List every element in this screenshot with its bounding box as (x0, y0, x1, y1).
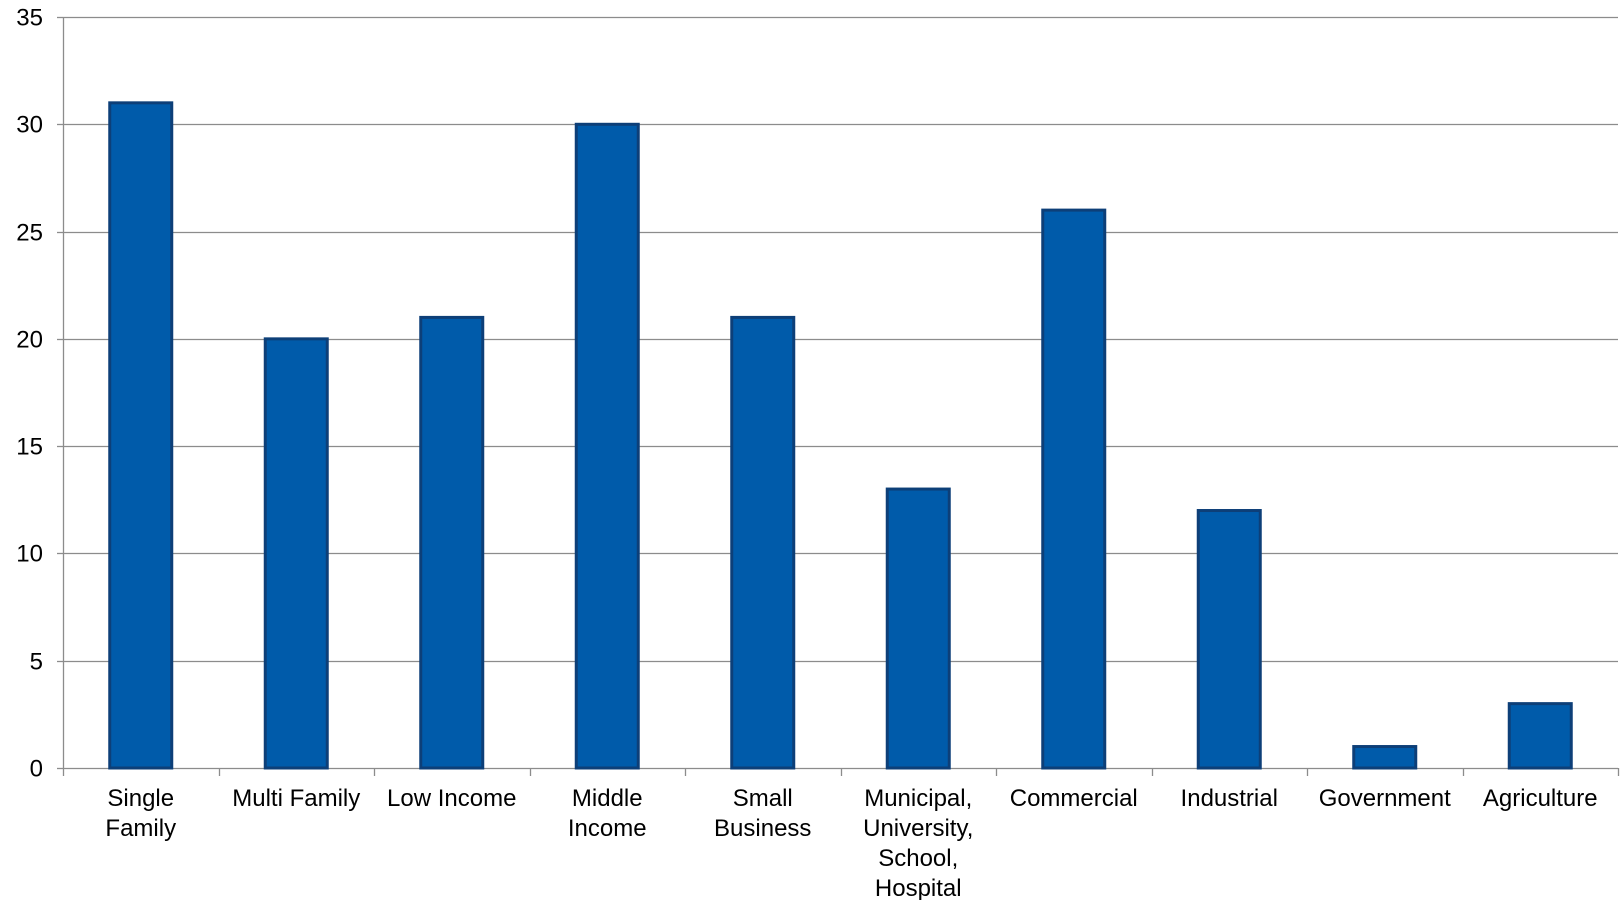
y-tick-label: 25 (16, 220, 43, 247)
category-label-line: Multi Family (232, 785, 360, 812)
y-tick-label: 5 (30, 649, 43, 676)
bar (1196, 509, 1262, 770)
category-label: Low Income (387, 785, 516, 812)
category-label-line: Single (107, 785, 174, 812)
category-label: Middle Income (568, 785, 647, 842)
category-label-line: Commercial (1010, 785, 1138, 812)
bar (1352, 745, 1418, 770)
bar (574, 122, 640, 770)
category-label-line: Middle (572, 785, 643, 812)
y-tick-label: 15 (16, 434, 43, 461)
y-tick-label: 30 (16, 112, 43, 139)
category-label-line: Low Income (387, 785, 516, 812)
bar (1507, 702, 1573, 770)
category-label-line: Hospital (875, 875, 962, 900)
category-label: Single Family (105, 785, 176, 842)
category-label: Government (1319, 785, 1451, 812)
y-tick-label: 10 (16, 541, 43, 568)
bar (108, 101, 174, 770)
bars (108, 101, 1573, 770)
category-label: Small Business (714, 785, 811, 842)
category-label-line: Small (733, 785, 793, 812)
category-label: Municipal, University, School, Hospital (863, 785, 973, 900)
category-label-line: School, (878, 845, 958, 872)
category-label-line: Government (1319, 785, 1451, 812)
bar (730, 315, 796, 770)
category-label: Industrial (1181, 785, 1278, 812)
category-label-line: Industrial (1181, 785, 1278, 812)
category-labels: Single Family Multi Family Low Income Middle… (105, 785, 1597, 900)
y-tick-label: 35 (16, 5, 43, 32)
category-label-line: Income (568, 815, 647, 842)
category-label-line: Family (105, 815, 176, 842)
bar (885, 487, 951, 770)
bar (1041, 208, 1107, 770)
y-tick-label: 20 (16, 327, 43, 354)
category-label-line: Agriculture (1483, 785, 1598, 812)
bar (263, 337, 329, 770)
bar (419, 315, 485, 770)
category-label: Agriculture (1483, 785, 1598, 812)
category-label: Commercial (1010, 785, 1138, 812)
category-label-line: Business (714, 815, 811, 842)
y-tick-labels: 0 5 10 15 20 25 30 35 (16, 5, 43, 783)
category-label-line: Municipal, (864, 785, 972, 812)
category-label-line: University, (863, 815, 973, 842)
y-tick-label: 0 (30, 756, 43, 783)
category-label: Multi Family (232, 785, 360, 812)
